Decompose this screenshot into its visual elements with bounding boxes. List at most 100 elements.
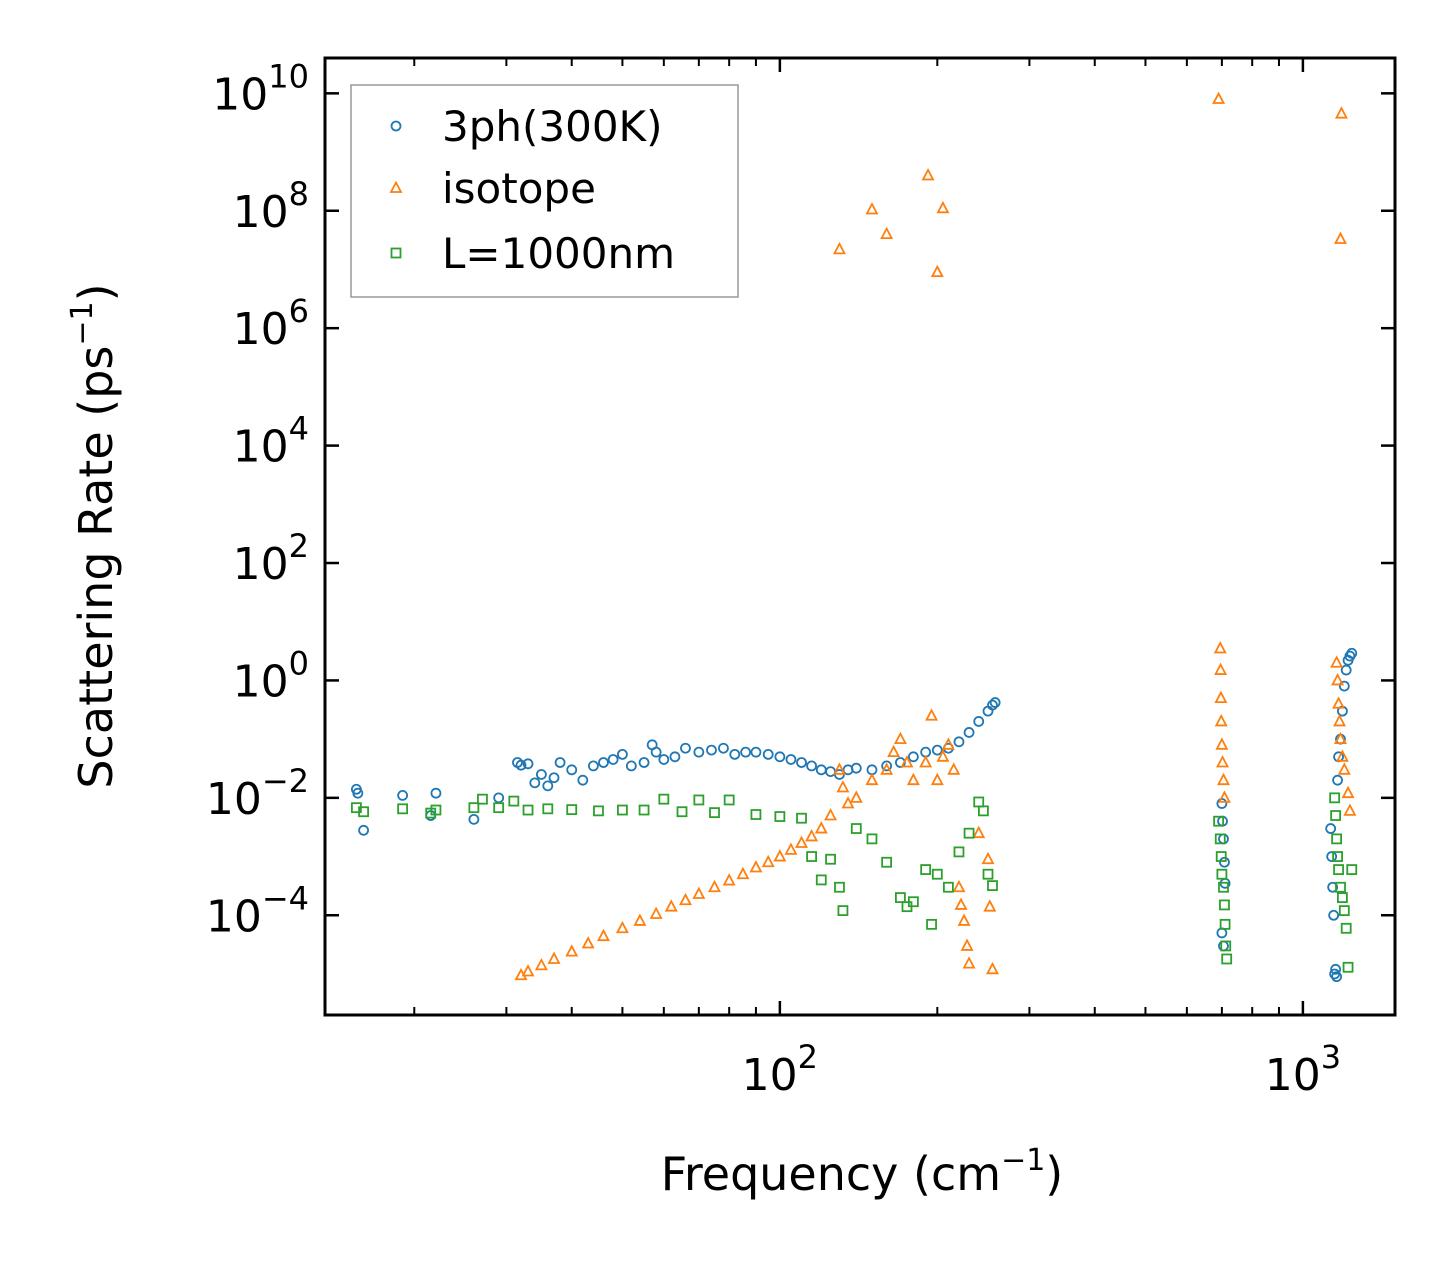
data-point <box>1218 881 1229 893</box>
data-point <box>963 827 975 839</box>
data-point <box>963 727 975 738</box>
data-point <box>1219 918 1231 930</box>
data-point <box>836 780 850 793</box>
data-point <box>930 264 944 278</box>
y-tick-label-exp: 6 <box>289 292 309 330</box>
data-point <box>1217 790 1231 803</box>
data-point <box>729 748 741 760</box>
data-point <box>638 804 650 816</box>
data-point <box>740 746 752 758</box>
legend: 3ph(300K) isotope L=1000nm <box>350 84 739 298</box>
data-point <box>1331 672 1345 686</box>
data-point <box>650 746 662 758</box>
data-point <box>850 762 862 774</box>
data-point <box>352 787 364 799</box>
data-point <box>784 842 798 855</box>
data-point <box>1337 762 1351 775</box>
series-2 <box>350 792 1358 973</box>
data-point <box>774 751 786 763</box>
data-point <box>535 769 547 780</box>
data-point <box>1341 785 1355 799</box>
data-point <box>477 793 488 805</box>
data-point <box>907 751 919 763</box>
data-point <box>931 744 943 756</box>
y-tick-label: 102 <box>233 527 309 590</box>
data-point <box>1216 755 1230 768</box>
data-point <box>625 760 637 772</box>
x-axis-label: Frequency (cm−1) <box>661 1143 1064 1201</box>
data-point <box>1338 680 1350 692</box>
data-point <box>430 787 442 799</box>
data-point <box>893 731 907 745</box>
data-point <box>825 853 836 865</box>
data-point <box>1335 881 1346 893</box>
x-tick-label-base: 10 <box>742 1050 798 1101</box>
series-1 <box>514 91 1357 981</box>
data-point <box>1332 851 1343 862</box>
data-point <box>1214 833 1226 845</box>
data-point <box>837 905 849 917</box>
data-point <box>676 806 688 818</box>
data-point <box>529 777 541 789</box>
data-point <box>785 754 797 765</box>
data-point <box>841 796 855 809</box>
data-point <box>1326 851 1338 862</box>
data-point <box>358 806 369 818</box>
legend-label-boundary: L=1000nm <box>442 229 675 278</box>
data-point <box>900 755 914 768</box>
data-point <box>1219 899 1230 911</box>
data-point <box>919 755 933 768</box>
data-point <box>1331 833 1343 845</box>
data-point <box>1220 940 1232 952</box>
data-point <box>832 762 846 775</box>
data-point <box>397 790 409 801</box>
data-point <box>1335 749 1349 762</box>
data-point <box>865 772 879 786</box>
y-tick-label: 106 <box>233 292 309 355</box>
data-point <box>957 913 971 926</box>
data-point <box>1343 803 1357 816</box>
data-point <box>722 873 736 886</box>
y-tick-label-base: 10 <box>233 422 289 473</box>
data-point <box>1327 881 1339 893</box>
x-tick-label-exp: 2 <box>798 1038 818 1076</box>
data-point <box>954 897 968 910</box>
y-tick-label-exp: 2 <box>289 527 309 565</box>
data-point <box>960 938 974 951</box>
data-point <box>921 167 935 181</box>
data-point <box>881 760 893 772</box>
data-point <box>709 807 720 819</box>
x-axis-label-sup: −1 <box>1001 1143 1045 1178</box>
data-point <box>982 868 994 880</box>
data-point <box>987 880 998 892</box>
y-tick-label-base: 10 <box>233 304 289 355</box>
y-tick-label: 100 <box>233 644 309 707</box>
data-point <box>1338 905 1350 917</box>
data-point <box>1332 774 1343 786</box>
y-tick-label-exp: −4 <box>262 879 309 917</box>
y-tick-label: 10−2 <box>206 762 309 825</box>
x-tick-label-exp: 3 <box>1321 1038 1341 1076</box>
y-tick-label-exp: 4 <box>289 410 309 448</box>
x-tick-label-base: 10 <box>1265 1050 1321 1101</box>
data-point <box>850 823 862 834</box>
data-point <box>1342 961 1354 973</box>
data-point <box>1214 714 1228 727</box>
data-point <box>664 899 678 912</box>
data-point <box>796 812 807 824</box>
data-point <box>658 793 670 805</box>
data-point <box>750 809 762 820</box>
data-point <box>1330 810 1342 821</box>
data-point <box>1217 772 1230 786</box>
data-point <box>1221 953 1233 965</box>
data-point <box>649 906 663 919</box>
data-point <box>986 961 999 975</box>
data-point <box>1215 737 1229 750</box>
legend-label-isotope: isotope <box>442 164 596 213</box>
data-point <box>1332 696 1346 709</box>
data-point <box>521 964 535 977</box>
data-point <box>1334 731 1347 745</box>
data-point <box>1219 856 1230 868</box>
data-point <box>1340 664 1352 676</box>
data-point <box>547 951 561 964</box>
